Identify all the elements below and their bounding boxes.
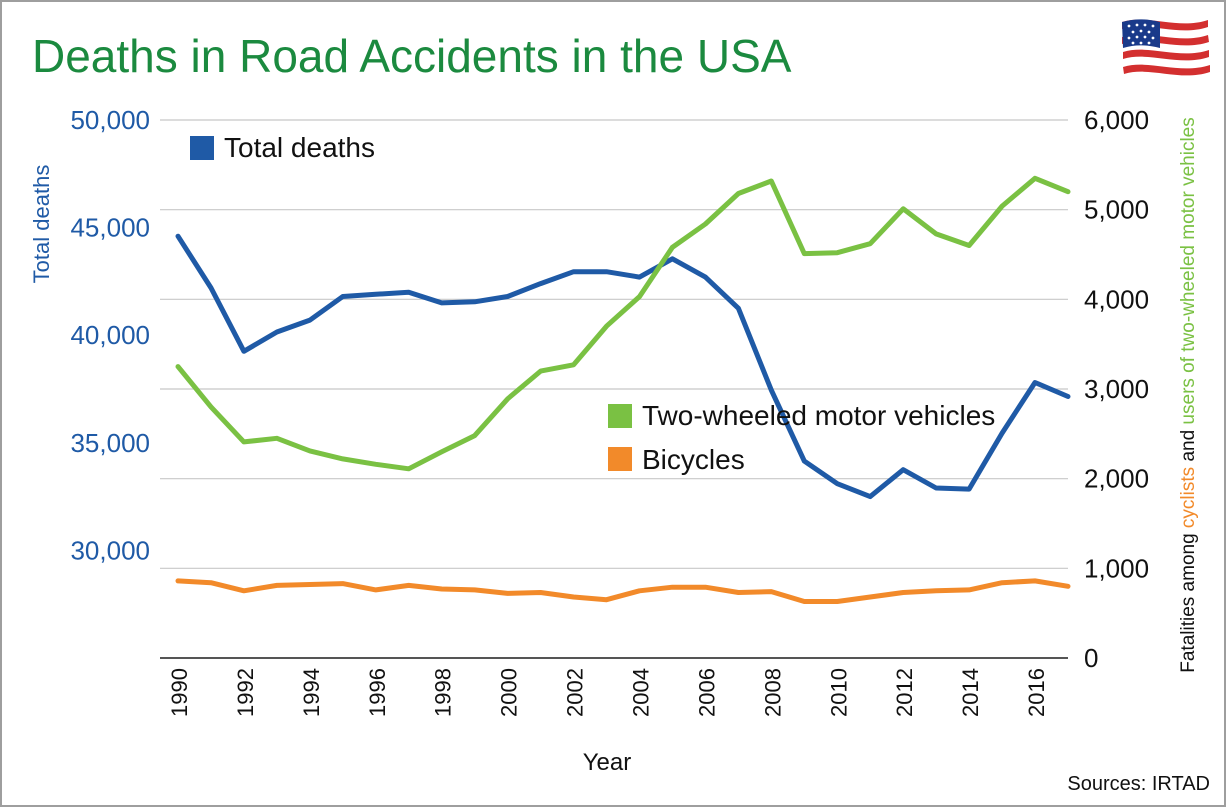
series-lines: [175, 175, 1071, 604]
x-tick-label: 2014: [958, 668, 983, 717]
series-line-bicycles: [175, 578, 1071, 604]
source-note: Sources: IRTAD: [1067, 773, 1210, 795]
y-right-axis-label: Fatalities among cyclists and users of t…: [1178, 117, 1199, 673]
x-tick-label: 1990: [167, 668, 192, 717]
y-right-label-segment: users of two-wheeled motor vehicles: [1178, 117, 1199, 424]
left-axis-ticks: 30,000 35,000 40,000 45,000 50,000: [70, 105, 150, 565]
x-tick-label: 2010: [826, 668, 851, 717]
x-tick-label: 1998: [431, 668, 456, 717]
y-right-tick-label: 3,000: [1084, 374, 1149, 404]
legend-swatch-two-wheeled: [608, 404, 632, 428]
y-left-tick-label: 35,000: [70, 428, 150, 458]
chart-title: Deaths in Road Accidents in the USA: [32, 30, 792, 82]
right-axis-ticks: 0 1,000 2,000 3,000 4,000 5,000 6,000: [1084, 105, 1149, 673]
legend-swatch-total-deaths: [190, 136, 214, 160]
y-left-tick-label: 40,000: [70, 320, 150, 350]
x-tick-label: 1994: [299, 668, 324, 717]
y-right-label-segment: Fatalities among: [1178, 528, 1199, 673]
y-left-tick-label: 50,000: [70, 105, 150, 135]
legend-label-two-wheeled: Two-wheeled motor vehicles: [642, 400, 995, 431]
legend-total-deaths: Total deaths: [190, 132, 375, 163]
us-flag-icon: [1122, 19, 1210, 76]
x-tick-label: 2002: [563, 668, 588, 717]
y-left-axis-label: Total deaths: [29, 165, 54, 284]
y-right-tick-label: 5,000: [1084, 195, 1149, 225]
y-right-tick-label: 2,000: [1084, 464, 1149, 494]
x-tick-label: 2008: [760, 668, 785, 717]
y-left-tick-label: 30,000: [70, 535, 150, 565]
y-left-tick-label: 45,000: [70, 213, 150, 243]
y-right-tick-label: 0: [1084, 643, 1098, 673]
y-right-tick-label: 4,000: [1084, 284, 1149, 314]
series-line-two-wheeled-motor-vehicles: [175, 175, 1071, 472]
y-right-tick-label: 1,000: [1084, 553, 1149, 583]
x-axis-label: Year: [583, 749, 632, 776]
legend-swatch-bicycles: [608, 447, 632, 471]
series-line-total-deaths: [175, 233, 1071, 500]
legend-label-total-deaths: Total deaths: [224, 132, 375, 163]
y-right-tick-label: 6,000: [1084, 105, 1149, 135]
x-axis-ticks: 1990 1992 1994 1996 1998 2000 2002 2004 2006 2008…: [167, 668, 1049, 717]
y-right-label-segment: cyclists: [1178, 467, 1199, 528]
x-tick-label: 1996: [365, 668, 390, 717]
legend-two-wheeled: Two-wheeled motor vehicles: [608, 400, 995, 431]
x-tick-label: 2004: [628, 668, 653, 717]
x-tick-label: 1992: [233, 668, 258, 717]
legend-label-bicycles: Bicycles: [642, 444, 745, 475]
x-tick-label: 2000: [497, 668, 522, 717]
x-tick-label: 2012: [892, 668, 917, 717]
x-tick-label: 2006: [694, 668, 719, 717]
x-tick-label: 2016: [1024, 668, 1049, 717]
legend-bicycles: Bicycles: [608, 444, 745, 475]
gridlines: [160, 119, 1068, 659]
y-right-label-segment: and: [1178, 425, 1199, 467]
